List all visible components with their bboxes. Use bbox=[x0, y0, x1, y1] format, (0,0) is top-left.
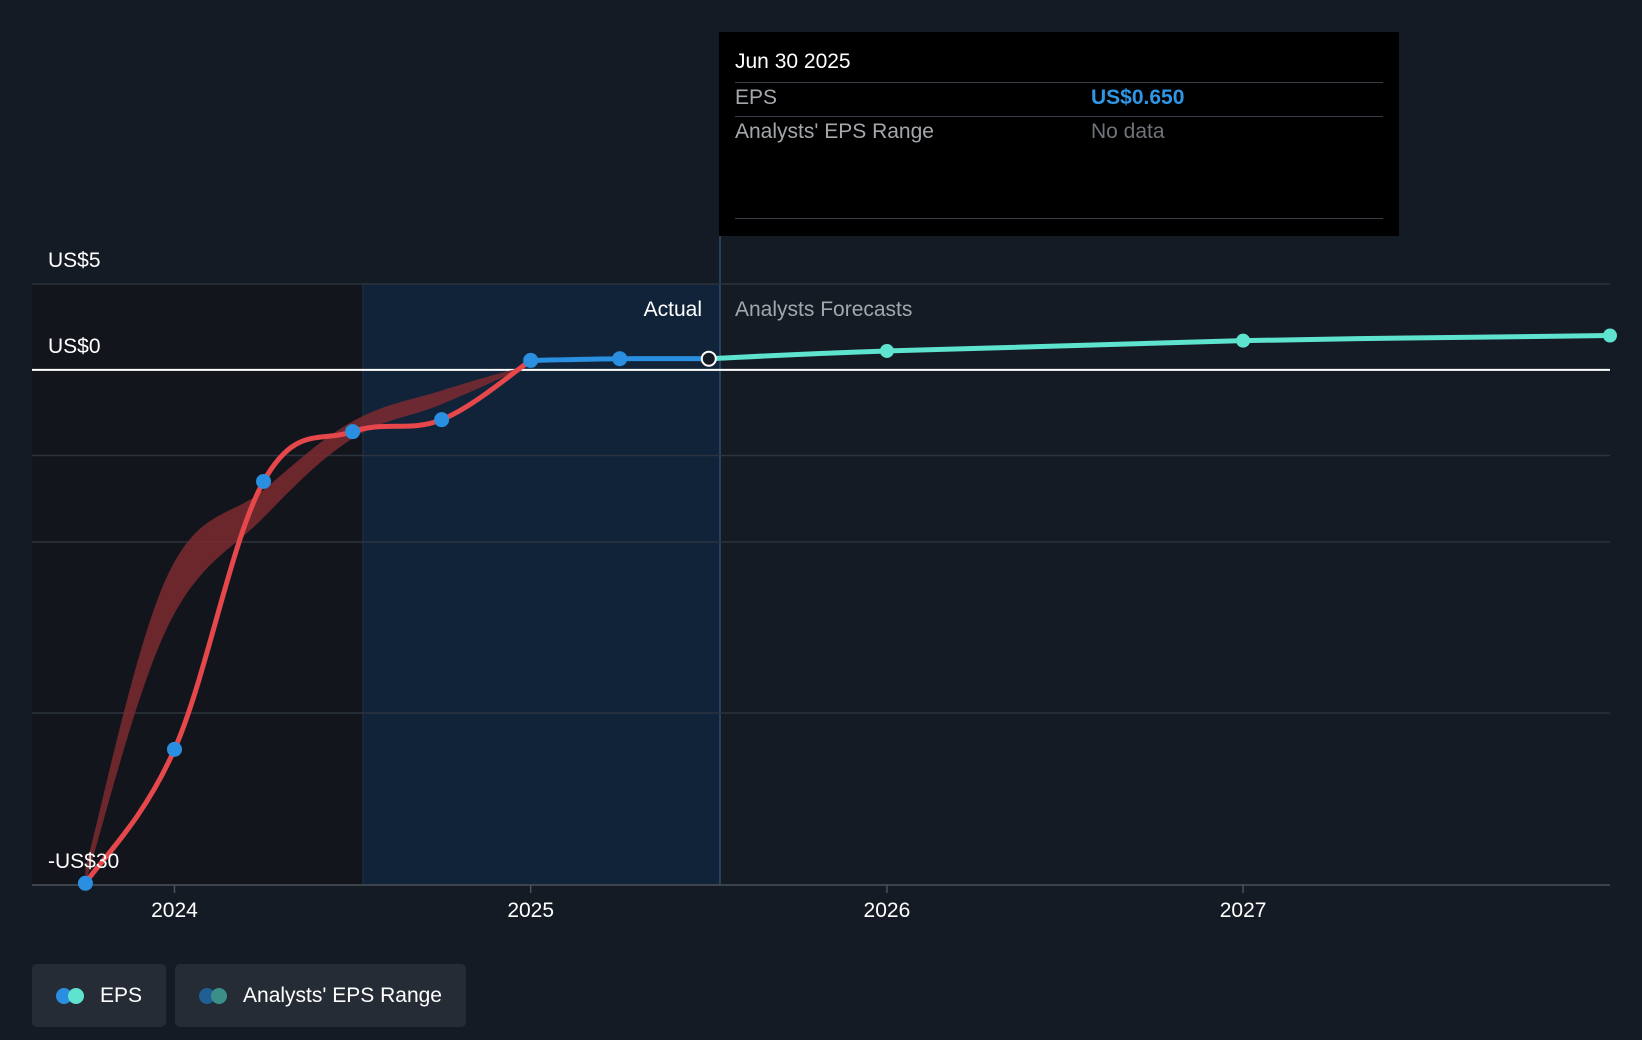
y-tick-label: US$5 bbox=[48, 249, 101, 272]
tooltip-divider bbox=[735, 116, 1383, 117]
legend-dot bbox=[211, 987, 228, 1004]
eps-point[interactable] bbox=[523, 352, 539, 368]
pre-shade bbox=[32, 284, 363, 885]
legend-item-eps[interactable]: EPS bbox=[32, 964, 167, 1027]
x-tick-label: 2025 bbox=[507, 899, 554, 922]
y-tick-label: -US$30 bbox=[48, 850, 119, 873]
tooltip-divider bbox=[735, 82, 1383, 83]
tooltip-eps-label: EPS bbox=[735, 86, 778, 109]
eps-point[interactable] bbox=[612, 351, 628, 367]
legend-dot bbox=[68, 987, 84, 1004]
legend-label: EPS bbox=[100, 983, 143, 1007]
forecast-eps-point[interactable] bbox=[1236, 333, 1251, 348]
tooltip-eps-value: US$0.650 bbox=[1091, 86, 1185, 109]
actual-label: Actual bbox=[644, 298, 702, 321]
eps-point[interactable] bbox=[166, 741, 182, 757]
tooltip-range-value: No data bbox=[1091, 120, 1165, 143]
forecast-eps-point[interactable] bbox=[1603, 328, 1617, 343]
forecast-eps-line bbox=[706, 333, 1613, 362]
y-tick-label: US$0 bbox=[48, 335, 101, 358]
tooltip-divider bbox=[735, 218, 1383, 219]
x-tick-label: 2026 bbox=[864, 899, 911, 922]
tooltip-range-label: Analysts' EPS Range bbox=[735, 120, 934, 143]
eps-point[interactable] bbox=[77, 875, 93, 891]
eps-point[interactable] bbox=[345, 424, 361, 440]
legend: EPS Analysts' EPS Range bbox=[32, 964, 466, 1027]
tooltip: Jun 30 2025 EPS US$0.650 Analysts' EPS R… bbox=[719, 32, 1399, 236]
x-tick-label: 2027 bbox=[1220, 899, 1267, 922]
eps-point[interactable] bbox=[434, 412, 450, 428]
forecast-label: Analysts Forecasts bbox=[735, 298, 912, 321]
x-tick-label: 2024 bbox=[151, 899, 198, 922]
eps-point-highlighted[interactable] bbox=[700, 350, 717, 367]
legend-label: Analysts' EPS Range bbox=[243, 983, 442, 1007]
eps-point[interactable] bbox=[256, 473, 272, 489]
past-estimate-range-band bbox=[85, 364, 531, 884]
forecast-eps-point[interactable] bbox=[879, 343, 894, 358]
tooltip-date: Jun 30 2025 bbox=[735, 50, 851, 73]
eps-range-legend-icon bbox=[199, 987, 229, 1004]
actual-shade bbox=[363, 284, 720, 885]
legend-item-eps-range[interactable]: Analysts' EPS Range bbox=[175, 964, 466, 1027]
eps-legend-icon bbox=[56, 987, 86, 1004]
